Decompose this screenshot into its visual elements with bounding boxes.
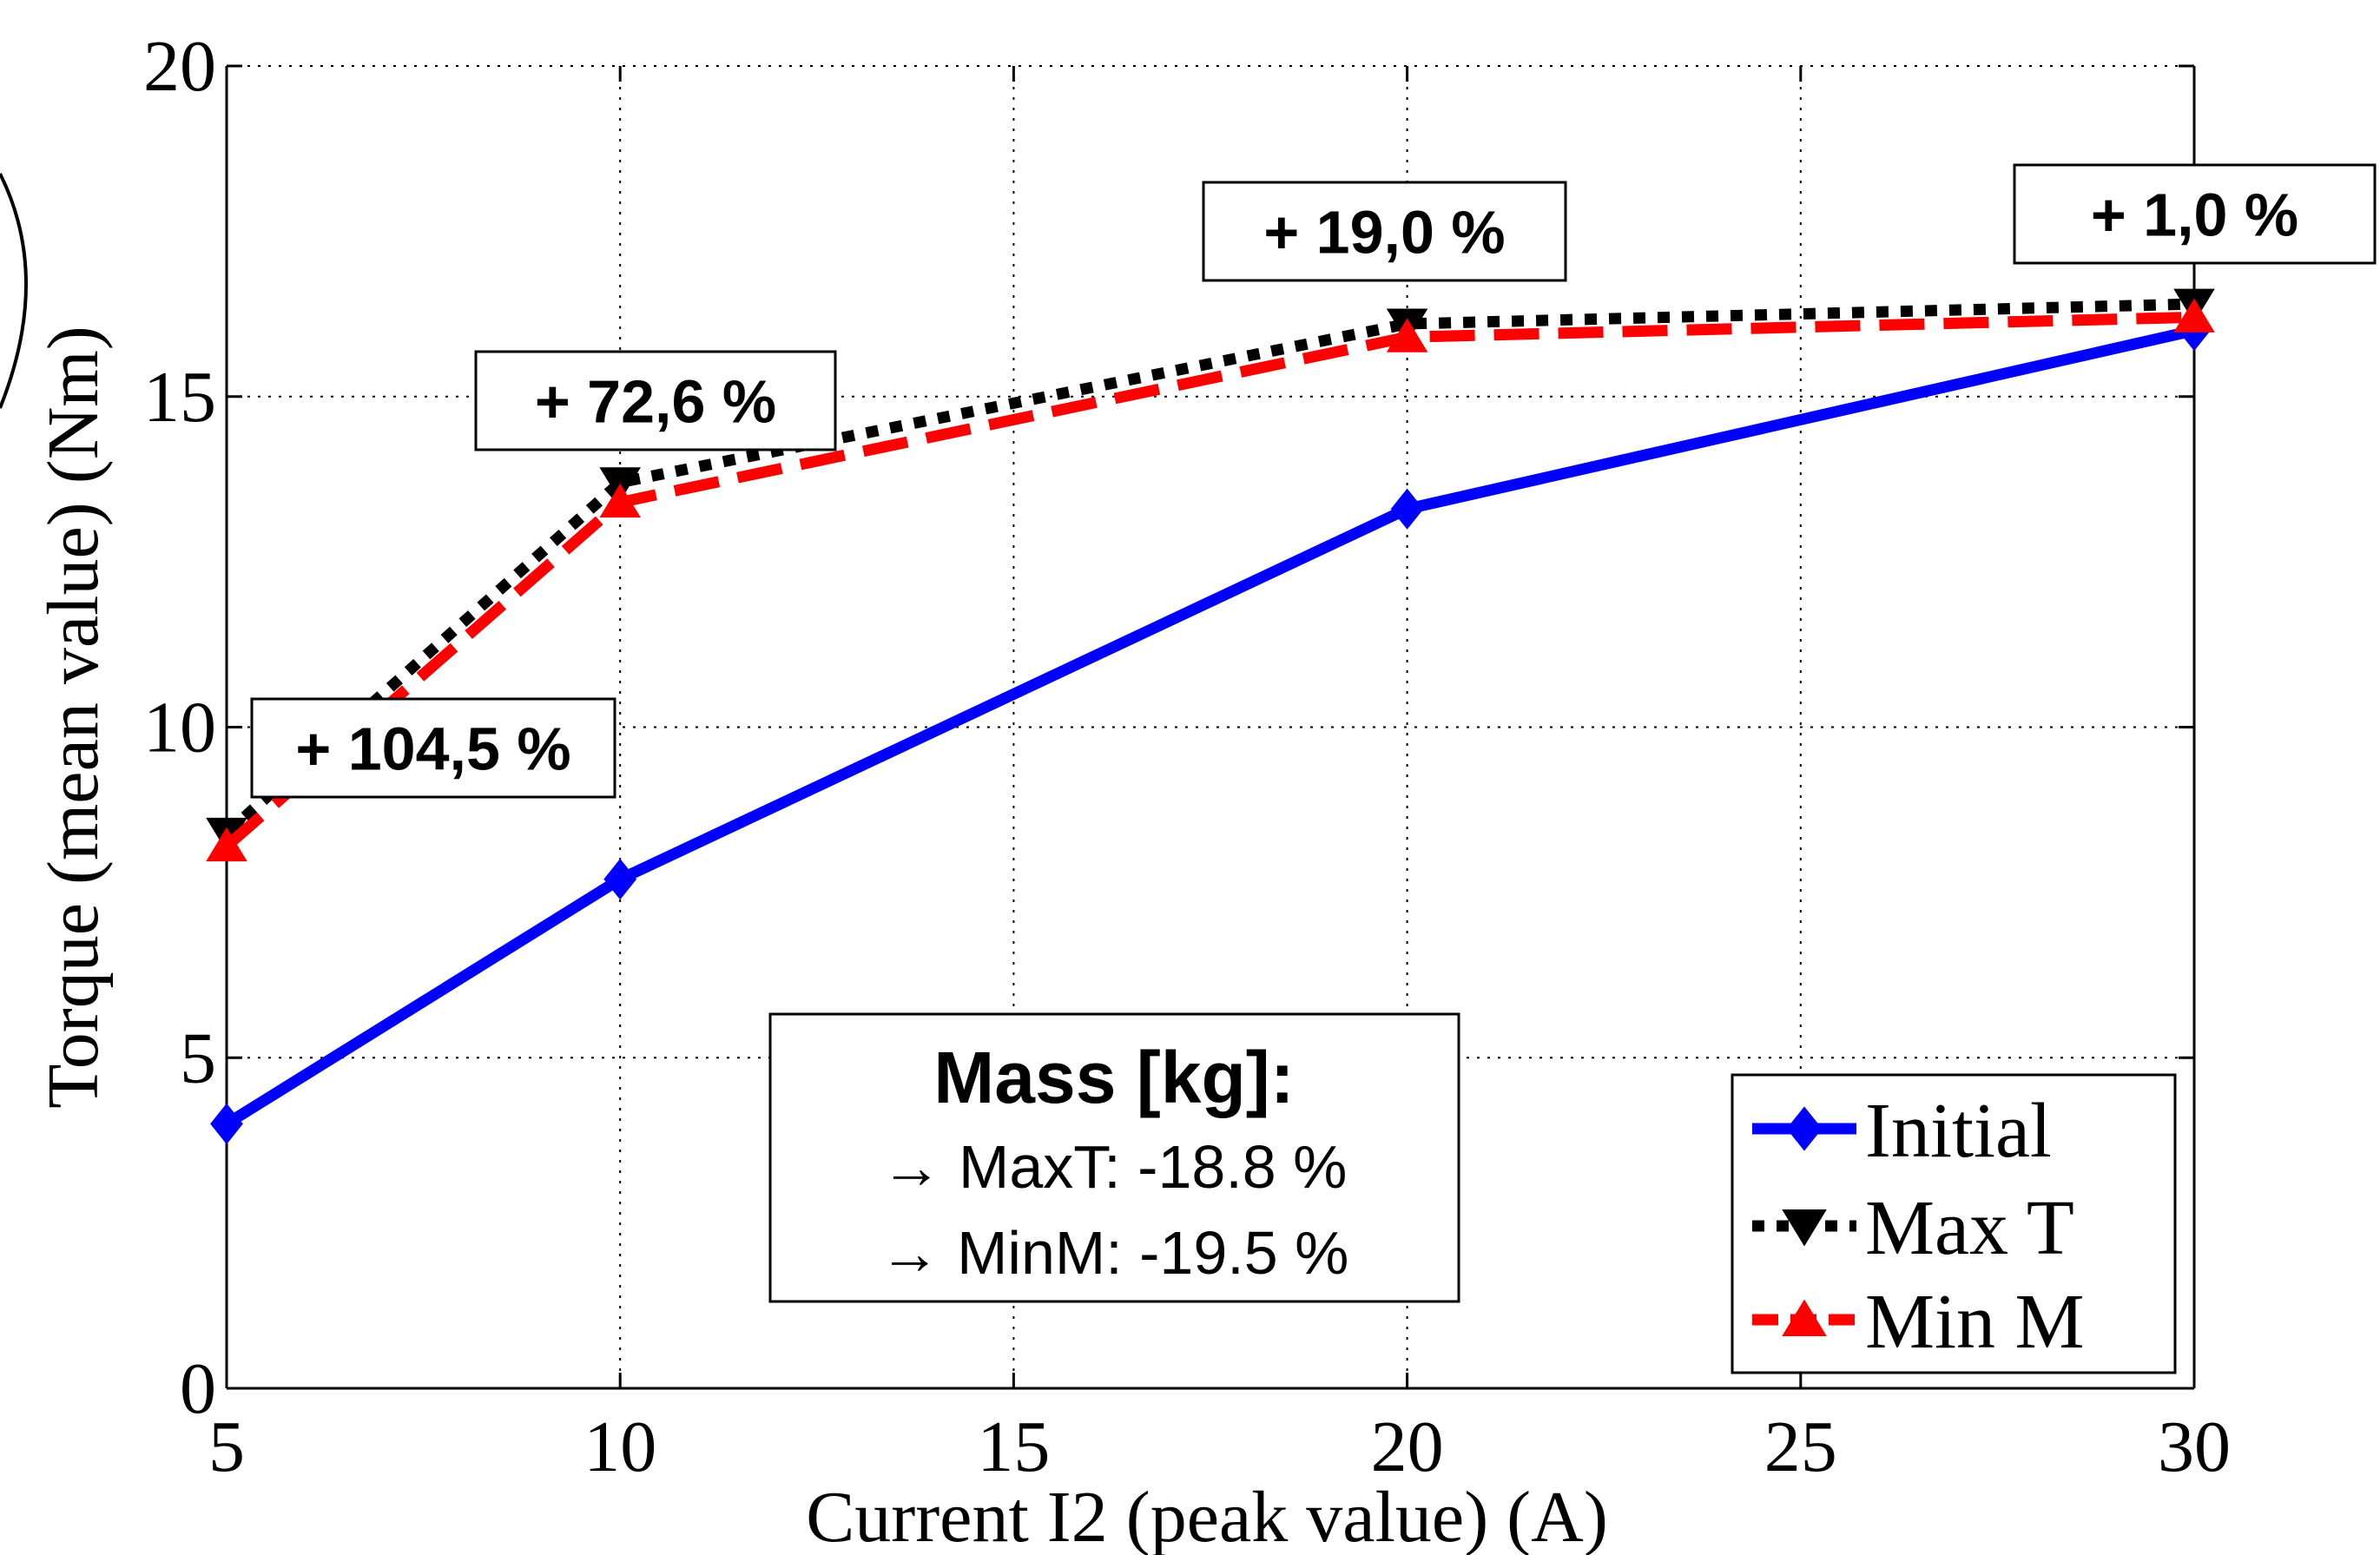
annotation-box	[2013, 163, 2377, 265]
x-tick-labels: 5 10 15 20 25 30	[208, 1407, 2231, 1487]
mass-box-title: Mass [kg]:	[933, 1037, 1294, 1118]
y-axis-title: Torque (mean value) (Nm)	[33, 326, 114, 1108]
mass-box: Mass [kg]: → MaxT: -18.8 % → MinM: -19.5…	[768, 1012, 1460, 1303]
data-point	[1386, 318, 1428, 353]
annotation-text: + 19,0 %	[1263, 199, 1505, 267]
y-tick-label: 10	[143, 688, 216, 768]
axes	[225, 64, 2196, 1390]
legend-item-max-t: Max T	[1752, 1185, 2074, 1271]
annotation-box	[250, 697, 616, 799]
legend-swatch-marker	[1786, 1106, 1823, 1151]
data-point	[599, 483, 641, 518]
edge-arc	[0, 173, 28, 409]
y-tick-label: 5	[180, 1018, 216, 1098]
y-tick-labels: 0 5 10 15 20	[143, 26, 216, 1429]
legend-label: Initial	[1865, 1088, 2052, 1174]
annotation-4: + 1,0 %	[2013, 163, 2377, 265]
data-point	[210, 1103, 243, 1145]
annotation-text: + 1,0 %	[2091, 181, 2298, 249]
grid	[227, 65, 2194, 1388]
annotations: + 104,5 % + 72,6 % + 19,0 % + 1,0 %	[250, 163, 2377, 799]
series-min-m	[206, 298, 2215, 862]
legend-item-initial: Initial	[1752, 1088, 2052, 1174]
x-tick-label: 30	[2158, 1407, 2231, 1487]
legend-label: Max T	[1865, 1185, 2074, 1271]
data-point	[1390, 488, 1424, 530]
data-point	[603, 859, 637, 900]
y-tick-label: 0	[180, 1348, 216, 1429]
legend-label: Min M	[1865, 1279, 2085, 1365]
x-tick-label: 10	[583, 1407, 656, 1487]
x-tick-label: 15	[977, 1407, 1050, 1487]
series-line	[222, 311, 2195, 851]
series-line	[222, 298, 2195, 838]
y-tick-label: 20	[143, 26, 216, 107]
annotation-text: + 104,5 %	[295, 715, 570, 783]
series-line	[223, 325, 2196, 1129]
annotation-text: + 72,6 %	[535, 368, 776, 436]
x-tick-label: 5	[208, 1407, 245, 1487]
x-tick-label: 20	[1371, 1407, 1444, 1487]
legend-item-min-m: Min M	[1752, 1279, 2085, 1365]
x-tick-label: 25	[1764, 1407, 1837, 1487]
legend-swatch-marker	[1782, 1209, 1827, 1247]
annotation-3: + 19,0 %	[1202, 181, 1567, 282]
y-tick-label: 15	[143, 357, 216, 438]
mass-box-line-2: → MinM: -19.5 %	[880, 1219, 1349, 1287]
annotation-2: + 72,6 %	[474, 350, 837, 451]
data-point	[206, 827, 247, 862]
series-group	[206, 288, 2215, 1145]
x-axis-title: Current I2 (peak value) (A)	[806, 1477, 1608, 1555]
data-point	[2173, 298, 2215, 333]
annotation-box	[474, 350, 837, 451]
annotation-1: + 104,5 %	[250, 697, 616, 799]
mass-box-frame	[768, 1012, 1460, 1303]
annotation-box	[1202, 181, 1567, 282]
legend-swatch-marker	[1782, 1299, 1827, 1336]
mass-box-line-1: → MaxT: -18.8 %	[881, 1133, 1348, 1201]
